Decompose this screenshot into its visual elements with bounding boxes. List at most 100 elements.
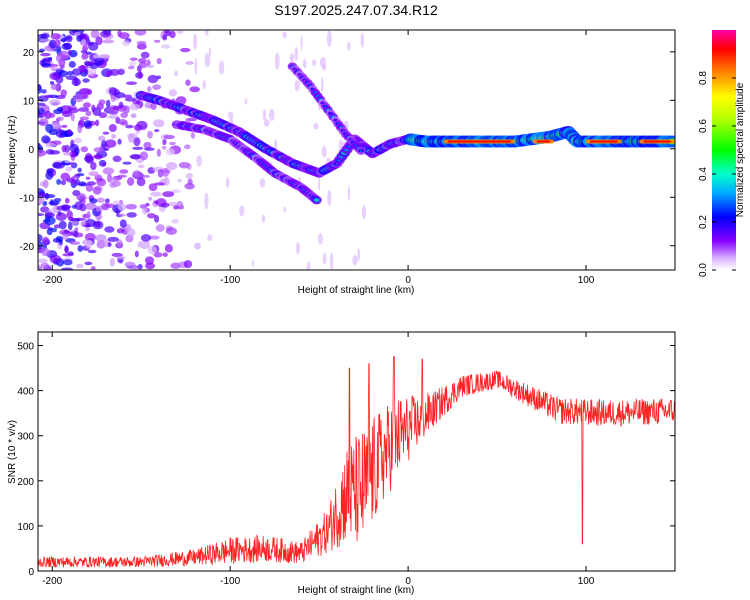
spectrogram-y-tick-label: 20 xyxy=(23,48,35,59)
snr-frame xyxy=(37,331,676,572)
spectrogram-noise-blob xyxy=(50,83,59,90)
spectrogram-noise-blob xyxy=(183,144,191,150)
spectrogram-streak xyxy=(218,60,225,75)
colorbar-tick-label: 0.4 xyxy=(698,167,709,181)
spectrogram-noise-blob xyxy=(139,204,148,209)
spectrogram-noise-blob xyxy=(83,120,92,128)
spectrogram-noise-blob xyxy=(40,262,49,269)
spectrogram-noise-blob xyxy=(128,65,135,70)
spectrogram-noise-blob xyxy=(38,196,45,205)
spectrogram-noise-blob xyxy=(71,220,80,225)
spectrogram-noise-blob xyxy=(97,135,106,142)
spectrogram-noise-blob xyxy=(118,32,130,39)
ridge-core xyxy=(359,150,363,152)
spectrogram-noise-blob xyxy=(110,178,118,186)
spectrogram-streak xyxy=(239,205,245,217)
spectrogram-streak xyxy=(208,46,212,57)
spectrogram-noise-blob xyxy=(96,197,106,203)
snr-axes: -200 -100 0 100 0 100 200 300 400 500 xyxy=(17,332,675,587)
spectrogram-streak xyxy=(306,261,311,270)
spectrogram-noise-blob xyxy=(136,177,146,187)
spectrogram-noise-blob xyxy=(131,170,143,180)
spectrogram-noise-blob xyxy=(61,124,68,128)
spectrogram-noise-blob xyxy=(153,39,161,43)
spectrogram-noise-blob xyxy=(72,232,84,238)
spectrogram-noise-blob xyxy=(163,176,170,186)
spectrogram-noise-blob xyxy=(80,221,87,227)
spectrogram-x-label: Height of straight line (km) xyxy=(298,285,415,296)
spectrogram-noise-blob xyxy=(82,45,89,52)
spectrogram-streak xyxy=(300,34,303,51)
spectrogram-x-tick-label: 0 xyxy=(405,275,411,286)
spectrogram-noise-blob xyxy=(118,213,126,217)
spectrogram-y-label: Frequency (Hz) xyxy=(7,116,18,185)
spectrogram-noise-blob xyxy=(73,173,81,179)
spectrogram-noise-blob xyxy=(161,44,171,49)
spectrogram-noise-blob xyxy=(55,235,64,243)
spectrogram-noise-blob xyxy=(76,193,86,202)
spectrogram-noise-blob xyxy=(124,97,136,102)
spectrogram-noise-blob xyxy=(185,79,191,86)
colorbar-tick-label: 0.6 xyxy=(698,119,709,133)
spectrogram-noise-blob xyxy=(113,91,126,99)
spectrogram-noise-blob xyxy=(81,52,89,60)
spectrogram-noise-blob xyxy=(99,30,112,38)
spectrogram-noise-blob xyxy=(144,256,155,265)
spectrogram-noise-blob xyxy=(108,123,117,132)
spectrogram-noise-blob xyxy=(137,164,145,169)
spectrogram-noise-blob xyxy=(45,142,57,148)
spectrogram-noise-blob xyxy=(58,220,67,230)
spectrogram-noise-blob xyxy=(122,94,133,99)
spectrogram-noise-blob xyxy=(173,205,179,210)
spectrogram-noise-blob xyxy=(45,123,54,133)
spectrogram-noise-blob xyxy=(156,58,162,65)
spectrogram-streak xyxy=(294,46,298,61)
spectrogram-noise-blob xyxy=(95,234,107,242)
spectrogram-streak xyxy=(227,111,234,120)
spectrogram-noise-blob xyxy=(87,41,94,46)
spectrogram-noise-blob xyxy=(98,54,110,58)
spectrogram-noise-blob xyxy=(85,227,90,232)
snr-y-tick-label: 200 xyxy=(17,477,34,488)
spectrogram-noise-blob xyxy=(84,232,96,242)
spectrogram-noise-blob xyxy=(38,258,48,264)
spectrogram-noise-blob xyxy=(79,116,90,121)
spectrogram-streak xyxy=(312,59,317,66)
spectrogram-noise-blob xyxy=(42,236,50,245)
spectrogram-noise-blob xyxy=(49,99,61,106)
spectrogram-noise-blob xyxy=(179,47,191,53)
spectrogram-noise-blob xyxy=(137,58,147,64)
spectrogram-noise-blob xyxy=(63,229,69,235)
spectrogram-noise-blob xyxy=(170,189,181,194)
spectrogram-noise-blob xyxy=(137,71,143,79)
spectrogram-noise-blob xyxy=(109,257,115,267)
snr-panel: -200 -100 0 100 0 100 200 300 400 500 Height of s… xyxy=(7,331,676,596)
spectrogram-noise-blob xyxy=(98,112,108,119)
spectrogram-noise-blob xyxy=(63,152,74,156)
spectrogram-noise-blob xyxy=(143,141,152,149)
spectrogram-noise-blob xyxy=(129,60,136,67)
spectrogram-streak xyxy=(318,176,321,191)
spectrogram-noise-blob xyxy=(91,104,96,113)
spectrogram-noise-blob xyxy=(155,198,167,207)
spectrogram-noise-blob xyxy=(108,87,118,95)
spectrogram-noise-blob xyxy=(39,48,45,53)
spectrogram-noise-blob xyxy=(162,34,168,41)
spectrogram-noise-blob xyxy=(96,177,104,182)
spectrogram-noise-blob xyxy=(147,212,156,219)
spectrogram-streak xyxy=(244,97,248,105)
snr-x-tick-label: 100 xyxy=(578,576,595,587)
spectrogram-streak xyxy=(283,206,286,214)
spectrogram-noise-blob xyxy=(119,219,127,228)
spectrogram-noise-blob xyxy=(124,261,136,268)
spectrogram-noise-blob xyxy=(67,221,73,231)
spectrogram-noise-blob xyxy=(163,30,169,34)
spectrogram-streak xyxy=(194,57,198,75)
spectrogram-noise-blob xyxy=(74,217,86,221)
spectrogram-noise-blob xyxy=(45,212,55,218)
spectrogram-noise-blob xyxy=(102,131,110,135)
spectrogram-noise-blob xyxy=(89,61,94,65)
spectrogram-noise-blob xyxy=(189,86,200,93)
spectrogram-noise-blob xyxy=(71,150,76,157)
spectrogram-noise-blob xyxy=(112,200,121,206)
